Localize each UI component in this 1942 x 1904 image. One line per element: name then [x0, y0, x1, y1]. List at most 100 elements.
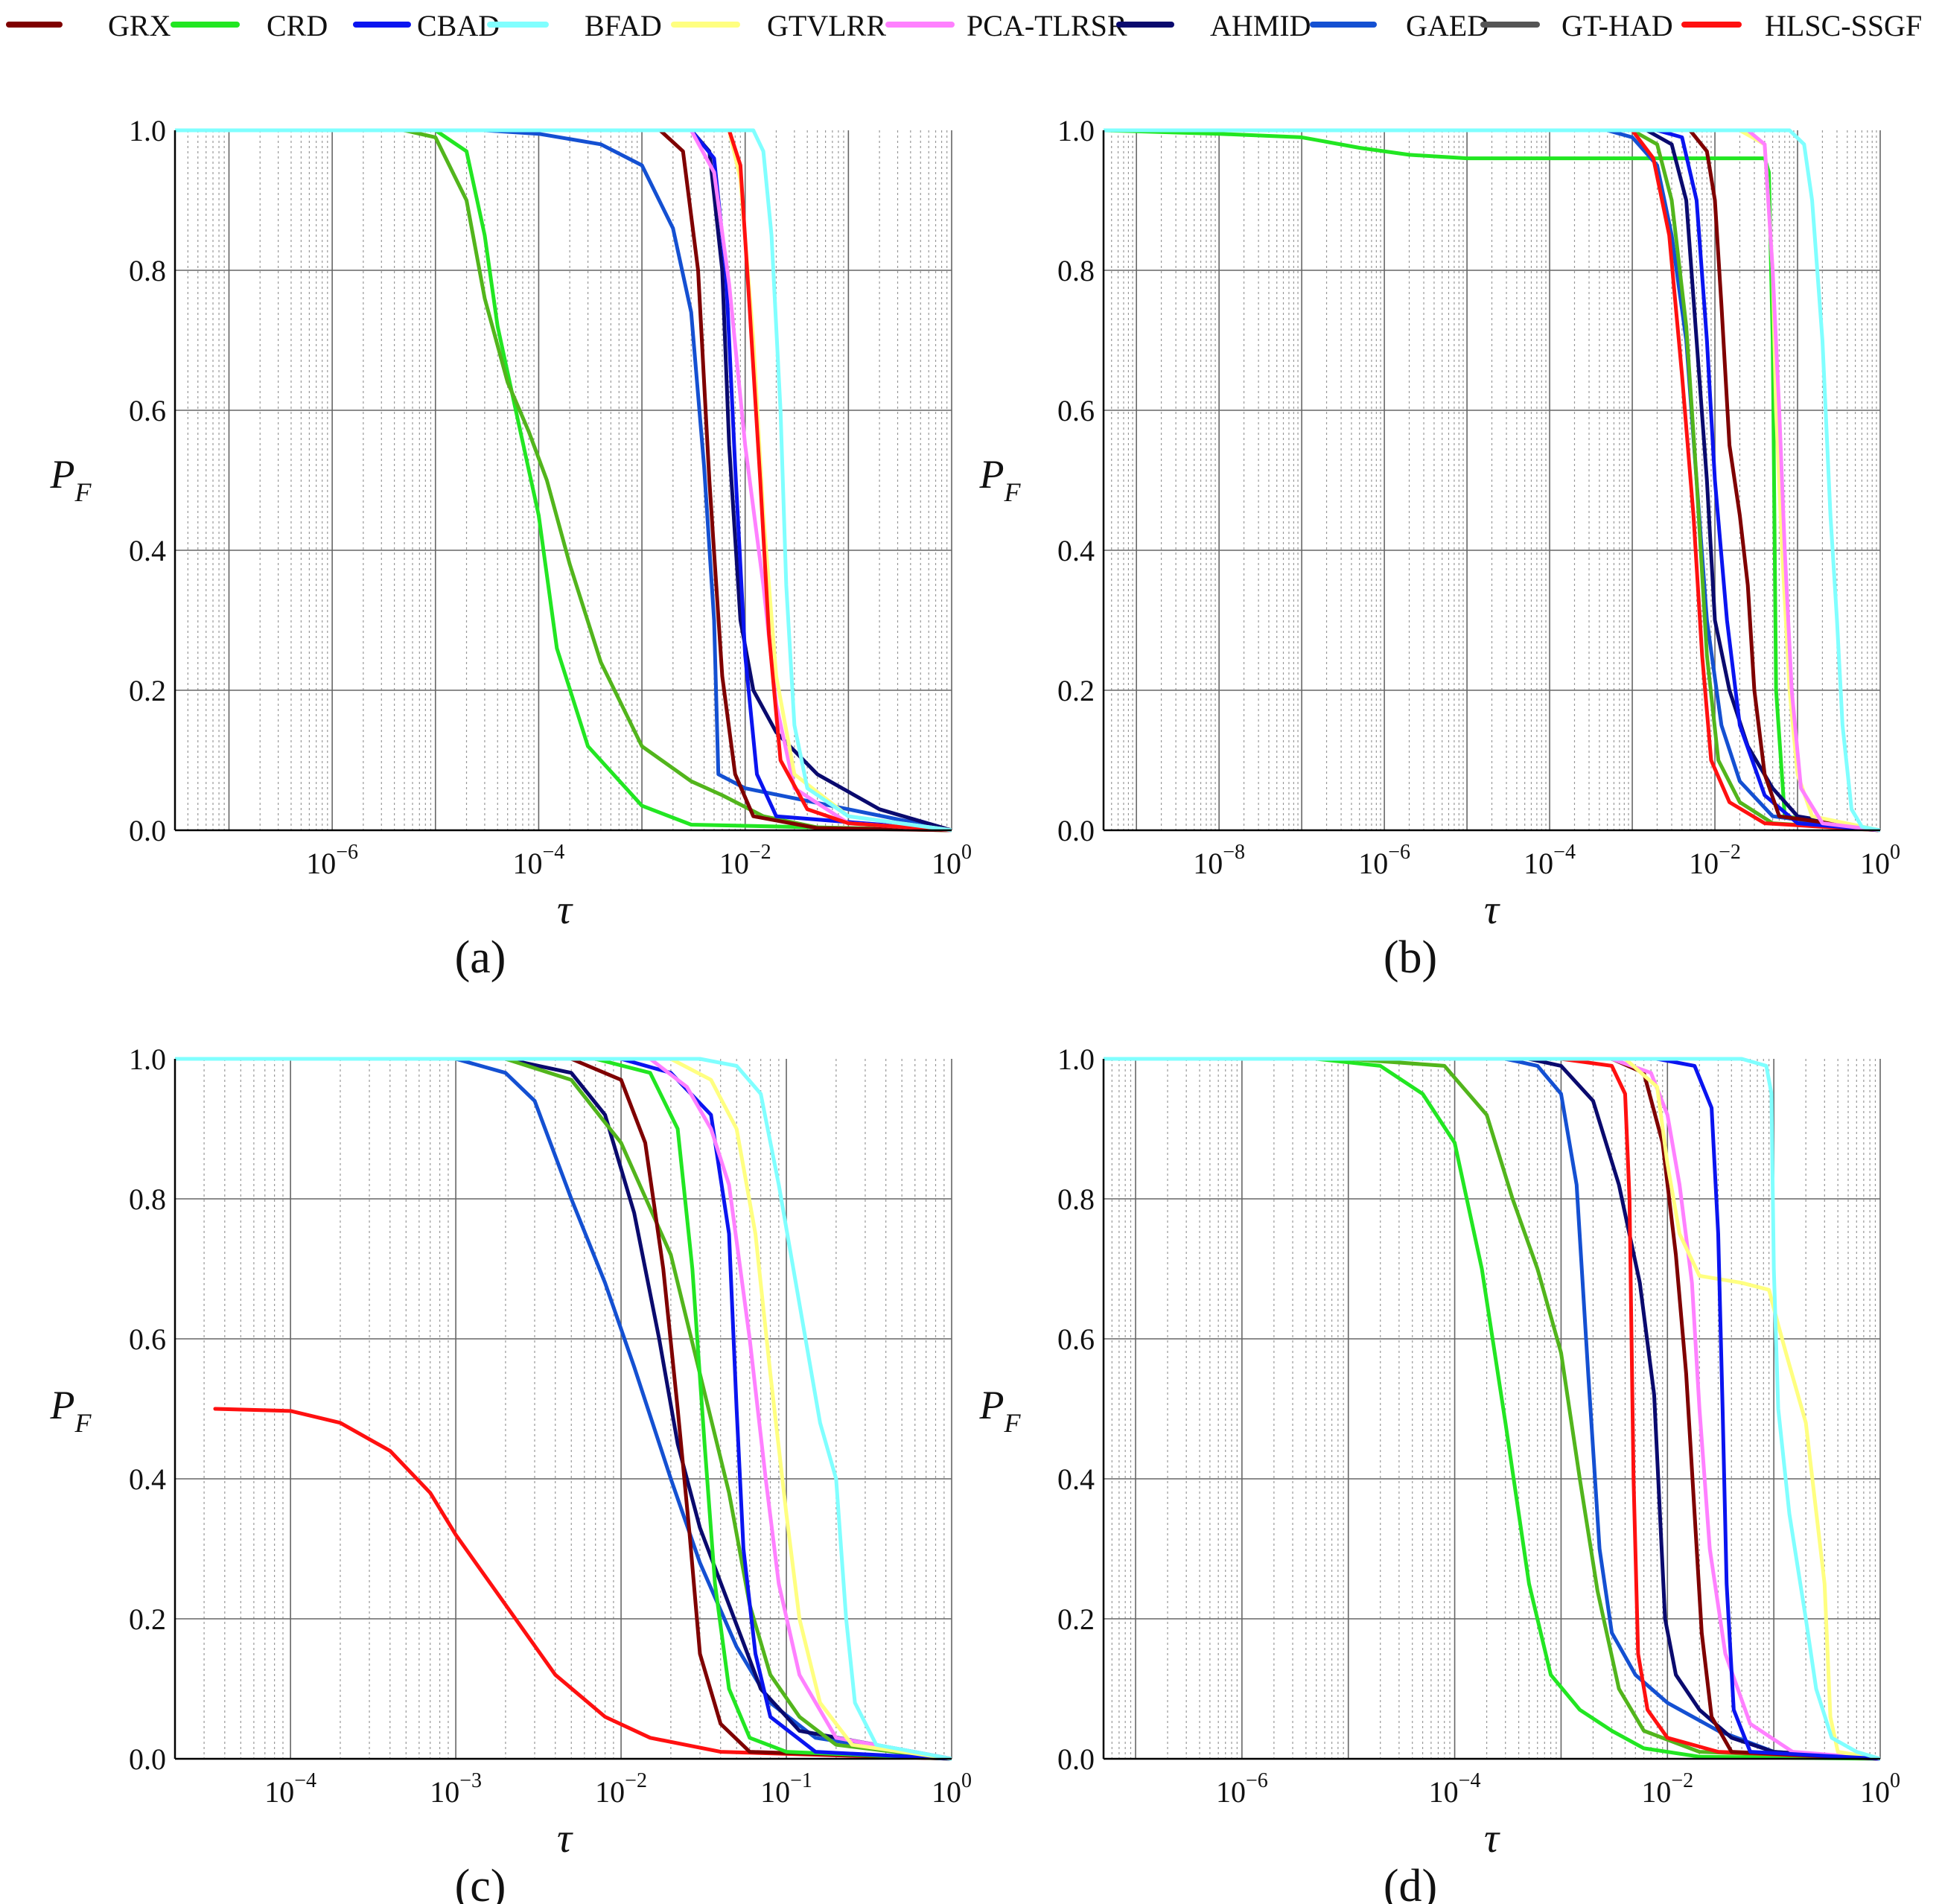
legend-label: HLSC-SSGF	[1765, 9, 1922, 42]
panel-caption: (a)	[455, 932, 506, 983]
y-tick-label: 1.0	[1057, 1042, 1095, 1076]
x-tick-base: 10	[1524, 847, 1553, 880]
x-tick-exponent: −4	[294, 1769, 316, 1792]
x-tick-label: 10−2	[1689, 841, 1741, 880]
x-tick-exponent: −2	[1719, 841, 1741, 864]
legend-label: BFAD	[585, 9, 662, 42]
x-tick-label: 10−6	[1358, 841, 1410, 880]
x-tick-exponent: −6	[1388, 841, 1410, 864]
x-tick-base: 10	[306, 847, 336, 880]
series-line-bfad	[1104, 1057, 1880, 1761]
x-tick-label: 10−2	[595, 1769, 647, 1809]
y-tick-label: 0.2	[1057, 1602, 1095, 1636]
series-line-gtvlrr	[175, 1057, 952, 1761]
x-tick-label: 10−1	[760, 1769, 812, 1809]
legend: GRX CRD CBAD BFAD GTVLRR PCA-TLRSR AHMID GAED GT…	[6, 9, 1922, 42]
x-tick-exponent: −6	[336, 841, 358, 864]
panel-caption: (c)	[455, 1861, 506, 1904]
x-tick-label: 10−2	[1641, 1769, 1693, 1809]
y-tick-label: 0.4	[129, 1462, 166, 1496]
series-line-ahmid	[1104, 128, 1880, 832]
series-line-crd	[1104, 128, 1880, 832]
legend-entry-pca-tlrsr: PCA-TLRSR	[885, 9, 1127, 42]
grid	[174, 130, 952, 830]
x-axis-label: τ	[1484, 1815, 1500, 1862]
series-line-cbad	[1104, 1057, 1880, 1761]
y-tick-label: 0.0	[1057, 1742, 1095, 1776]
x-tick-label: 100	[932, 1769, 972, 1809]
legend-entry-bfad: BFAD	[487, 9, 662, 42]
x-tick-label: 10−4	[264, 1769, 316, 1809]
y-tick-label: 0.0	[129, 1742, 166, 1776]
grid	[1103, 1059, 1881, 1759]
y-tick-label: 0.4	[129, 534, 166, 567]
series-line-hlsc-ssgf	[213, 1407, 952, 1761]
series-line-grx-olive	[175, 1057, 952, 1761]
legend-entry-gt-had: GT-HAD	[1480, 9, 1673, 42]
legend-label: GAED	[1406, 9, 1489, 42]
x-tick-label: 10−6	[306, 841, 358, 880]
legend-entry-ahmid: AHMID	[1116, 9, 1311, 42]
y-tick-label: 0.6	[1057, 394, 1095, 427]
series-line-pca-tlrsr	[1104, 128, 1880, 832]
panel-caption: (b)	[1384, 932, 1437, 983]
series-line-grx	[175, 1057, 952, 1761]
series-line-crd	[1104, 1057, 1880, 1761]
y-axis-label-sub: F	[74, 1408, 92, 1438]
series-line-ahmid	[175, 1057, 952, 1761]
y-tick-label: 0.8	[1057, 254, 1095, 287]
x-tick-base: 10	[719, 847, 749, 880]
legend-label: CRD	[267, 9, 328, 42]
panels: 0.00.20.40.60.81.010−6 10−4 10−2 100PFτ(a)0…	[50, 114, 1901, 1904]
x-tick-label: 100	[1860, 1769, 1900, 1809]
y-tick-label: 1.0	[129, 114, 166, 147]
legend-entry-gtvlrr: GTVLRR	[671, 9, 886, 42]
legend-entry-crd: CRD	[171, 9, 328, 42]
x-tick-label: 10−6	[1216, 1769, 1268, 1809]
y-tick-label: 0.0	[1057, 814, 1095, 847]
x-tick-exponent: 0	[961, 841, 972, 864]
y-axis-label-sub: F	[1004, 477, 1022, 507]
y-tick-label: 0.2	[129, 674, 166, 707]
x-tick-base: 10	[932, 1775, 961, 1809]
x-tick-exponent: −1	[790, 1769, 812, 1792]
y-tick-label: 0.0	[129, 814, 166, 847]
series-line-gaed	[175, 1057, 952, 1761]
y-tick-label: 0.2	[129, 1602, 166, 1636]
x-tick-label: 10−4	[1429, 1769, 1481, 1809]
y-axis-label: PF	[50, 1383, 92, 1438]
series-line-grx-olive	[1104, 128, 1880, 832]
x-tick-exponent: −2	[625, 1769, 647, 1792]
x-tick-base: 10	[1358, 847, 1388, 880]
x-tick-base: 10	[1193, 847, 1223, 880]
series-line-pca-tlrsr	[175, 128, 952, 832]
x-axis-label: τ	[1484, 887, 1500, 933]
x-tick-base: 10	[1641, 1775, 1671, 1809]
y-axis-label-main: P	[50, 1383, 75, 1427]
series-group	[1104, 1057, 1880, 1761]
x-tick-label: 100	[1860, 841, 1900, 880]
x-tick-base: 10	[1860, 1775, 1890, 1809]
x-tick-base: 10	[430, 1775, 459, 1809]
x-tick-exponent: −8	[1223, 841, 1245, 864]
legend-label: GRX	[108, 9, 171, 42]
series-line-pca-tlrsr	[1104, 1057, 1880, 1761]
series-line-gtvlrr	[1104, 1057, 1880, 1761]
series-group	[175, 1057, 952, 1761]
x-tick-exponent: −6	[1246, 1769, 1268, 1792]
x-tick-base: 10	[513, 847, 543, 880]
y-tick-label: 0.6	[129, 394, 166, 427]
y-axis-label: PF	[979, 452, 1022, 507]
x-tick-label: 10−8	[1193, 841, 1245, 880]
series-group	[1104, 128, 1880, 832]
legend-entry-gaed: GAED	[1310, 9, 1489, 42]
y-axis-label: PF	[979, 1383, 1022, 1438]
series-line-grx	[175, 128, 952, 832]
x-tick-exponent: 0	[1890, 841, 1900, 864]
x-tick-base: 10	[932, 847, 961, 880]
series-line-grx-olive	[175, 128, 952, 832]
series-line-bfad	[175, 128, 952, 832]
x-tick-exponent: −2	[1671, 1769, 1693, 1792]
